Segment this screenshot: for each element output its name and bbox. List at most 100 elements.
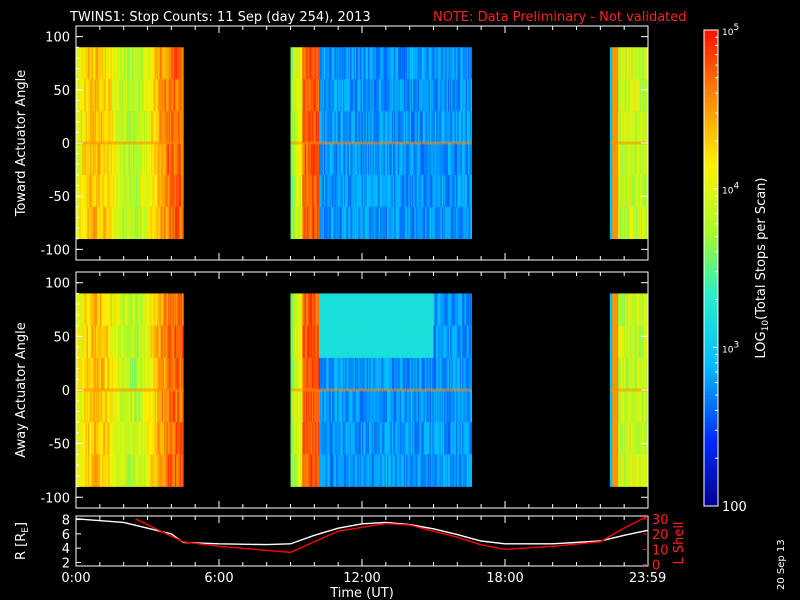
heatmap-cell: [457, 111, 459, 144]
heatmap-cell: [403, 422, 406, 455]
heatmap-cell: [339, 79, 341, 112]
heatmap-cell: [80, 206, 83, 240]
heatmap-cell: [391, 111, 394, 144]
colorbar-swatch: [704, 287, 718, 293]
heatmap-cell: [381, 111, 383, 144]
heatmap-cell: [101, 111, 103, 144]
heatmap-cell: [90, 422, 92, 455]
heatmap-cell: [359, 111, 362, 144]
heatmap-cell: [121, 422, 123, 455]
heatmap-cell: [112, 454, 115, 487]
heatmap-cell: [102, 293, 104, 326]
heatmap-cell: [414, 422, 417, 455]
heatmap-cell: [398, 325, 401, 359]
heatmap-cell: [315, 390, 318, 423]
heatmap-cell: [307, 111, 309, 144]
heatmap-cell: [344, 79, 346, 112]
heatmap-cell: [84, 47, 86, 80]
heatmap-cell: [92, 422, 95, 455]
heatmap-cell: [378, 143, 381, 176]
heatmap-cell: [459, 454, 462, 487]
heatmap-cell: [178, 111, 181, 144]
heatmap-cell: [332, 454, 334, 487]
heatmap-cell: [409, 454, 412, 487]
heatmap-cell: [425, 143, 427, 176]
heatmap-cell: [422, 111, 425, 144]
heatmap-cell: [373, 174, 376, 208]
heatmap-cell: [381, 357, 383, 391]
heatmap-cell: [408, 174, 411, 208]
heatmap-cell: [632, 390, 635, 423]
heatmap-cell: [77, 206, 79, 240]
heatmap-cell: [86, 454, 89, 487]
heatmap-cell: [347, 357, 350, 391]
y-tick-label-left: 6: [62, 528, 70, 543]
heatmap-cell: [292, 422, 295, 455]
heatmap-cell: [632, 422, 635, 455]
heatmap-cell: [434, 390, 437, 423]
heatmap-cell: [448, 422, 451, 455]
heatmap-cell: [357, 174, 359, 208]
heatmap-cell: [615, 47, 618, 80]
heatmap-cell: [89, 422, 91, 455]
heatmap-cell: [309, 293, 312, 326]
heatmap-cell: [413, 325, 415, 359]
heatmap-cell: [135, 143, 138, 176]
heatmap-cell: [332, 390, 334, 423]
heatmap-cell: [154, 206, 157, 240]
heatmap-cell: [397, 390, 400, 423]
heatmap-cell: [377, 422, 380, 455]
heatmap-cell: [308, 111, 310, 144]
heatmap-cell: [339, 174, 341, 208]
heatmap-cell: [390, 174, 393, 208]
heatmap-cell: [342, 174, 345, 208]
heatmap-cell: [346, 357, 349, 391]
heatmap-cell: [300, 79, 302, 112]
heatmap-cell: [377, 390, 380, 423]
heatmap-cell: [466, 325, 469, 359]
heatmap-cell: [80, 143, 83, 176]
heatmap-cell: [432, 293, 434, 326]
heatmap-cell: [117, 293, 120, 326]
heatmap-cell: [129, 422, 132, 455]
heatmap-cell: [167, 79, 170, 112]
heatmap-cell: [326, 293, 328, 326]
heatmap-cell: [91, 390, 94, 423]
heatmap-cell: [301, 79, 303, 112]
heatmap-cell: [390, 79, 393, 112]
heatmap-cell: [176, 357, 178, 391]
heatmap-cell: [465, 390, 468, 423]
heatmap-cell: [394, 293, 396, 326]
colorbar-swatch: [704, 81, 718, 87]
heatmap-cell: [328, 293, 331, 326]
heatmap-cell: [141, 111, 144, 144]
heatmap-cell: [179, 293, 182, 326]
heatmap-cell: [468, 143, 470, 176]
heatmap-cell: [317, 79, 320, 112]
colorbar-swatch: [704, 426, 718, 432]
heatmap-cell: [121, 111, 123, 144]
heatmap-cell: [644, 206, 647, 240]
heatmap-cell: [160, 422, 163, 455]
heatmap-cell: [439, 79, 442, 112]
heatmap-cell: [99, 325, 102, 359]
heatmap-cell: [295, 174, 297, 208]
heatmap-cell: [351, 111, 353, 144]
heatmap-cell: [307, 206, 309, 240]
heatmap-cell: [439, 422, 442, 455]
heatmap-cell: [354, 293, 357, 326]
heatmap-cell: [448, 174, 451, 208]
colorbar-swatch: [704, 283, 718, 289]
heatmap-cell: [301, 143, 303, 176]
heatmap-cell: [116, 325, 119, 359]
heatmap-cell: [296, 79, 299, 112]
heatmap-cell: [378, 390, 381, 423]
heatmap-cell: [406, 454, 408, 487]
heatmap-cell: [366, 422, 369, 455]
heatmap-cell: [347, 422, 350, 455]
colorbar-swatch: [704, 331, 718, 337]
heatmap-cell: [112, 111, 115, 144]
heatmap-cell: [634, 47, 637, 80]
heatmap-cell: [394, 79, 396, 112]
heatmap-cell: [90, 206, 92, 240]
